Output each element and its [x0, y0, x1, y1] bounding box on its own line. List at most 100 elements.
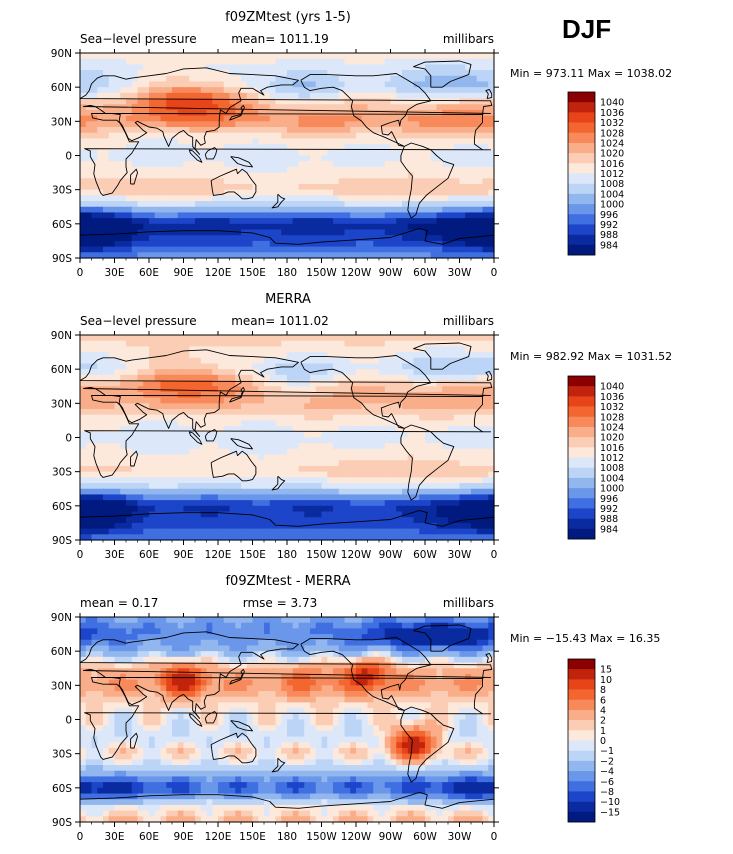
heatmap-cell [235, 454, 242, 461]
heatmap-cell [356, 346, 363, 353]
heatmap-cell [338, 195, 346, 202]
heatmap-cell [252, 178, 259, 185]
heatmap-cell [177, 166, 185, 174]
heatmap-cell [361, 483, 369, 490]
heatmap-cell [160, 195, 167, 202]
heatmap-cell [448, 426, 455, 433]
heatmap-cell [177, 443, 185, 450]
heatmap-cell [85, 346, 93, 353]
heatmap-cell [344, 58, 351, 65]
heatmap-cell [327, 391, 334, 399]
heatmap-cell [344, 460, 351, 467]
heatmap-cell [350, 454, 357, 461]
heatmap-cell [361, 414, 369, 422]
heatmap-cell [298, 252, 305, 259]
heatmap-cell [80, 70, 87, 77]
heatmap-cell [425, 64, 432, 71]
heatmap-cell [361, 132, 369, 140]
heatmap-cell [344, 252, 351, 259]
heatmap-cell [425, 223, 432, 231]
heatmap-cell [114, 380, 121, 387]
heatmap-cell [333, 212, 340, 219]
heatmap-cell [373, 335, 380, 342]
heatmap-cell [229, 223, 236, 231]
heatmap-cell [482, 471, 489, 478]
heatmap-cell [189, 340, 196, 347]
heatmap-cell [183, 471, 190, 478]
heatmap-cell [80, 386, 87, 393]
heatmap-cell [160, 161, 167, 168]
heatmap-cell [212, 183, 219, 191]
heatmap-cell [298, 218, 305, 225]
heatmap-cell [304, 252, 311, 259]
heatmap-cell [137, 426, 144, 433]
heatmap-cell [379, 58, 386, 65]
heatmap-cell [287, 138, 294, 145]
heatmap-cell [166, 374, 173, 382]
heatmap-cell [218, 218, 225, 225]
heatmap-cell [108, 335, 116, 342]
heatmap-cell [453, 500, 461, 507]
heatmap-cell [373, 246, 380, 253]
heatmap-cell [252, 201, 259, 208]
heatmap-cell [212, 75, 219, 83]
heatmap-cell [108, 218, 116, 225]
heatmap-cell [402, 132, 409, 140]
heatmap-cell [200, 374, 208, 382]
heatmap-cell [120, 505, 127, 513]
heatmap-cell [471, 431, 478, 439]
heatmap-cell [97, 357, 104, 365]
heatmap-cell [367, 477, 374, 484]
heatmap-cell [223, 346, 231, 353]
heatmap-cell [448, 92, 455, 100]
heatmap-cell [212, 363, 219, 370]
heatmap-cell [338, 397, 346, 404]
heatmap-cell [154, 471, 162, 478]
heatmap-cell [321, 465, 328, 473]
heatmap-cell [160, 386, 167, 393]
heatmap-cell [315, 340, 323, 347]
heatmap-cell [154, 483, 162, 490]
heatmap-cell [373, 500, 380, 507]
heatmap-cell [223, 92, 231, 100]
heatmap-cell [114, 477, 121, 484]
heatmap-cell [407, 448, 415, 456]
heatmap-cell [183, 340, 190, 347]
heatmap-cell [223, 374, 231, 382]
heatmap-cell [252, 374, 259, 382]
heatmap-cell [177, 414, 185, 422]
heatmap-cell [442, 431, 449, 439]
heatmap-cell [172, 374, 179, 382]
heatmap-cell [189, 465, 196, 473]
heatmap-cell [350, 420, 357, 427]
heatmap-cell [258, 218, 265, 225]
heatmap-cell [396, 58, 403, 65]
heatmap-cell [281, 369, 288, 376]
heatmap-cell [80, 403, 87, 410]
heatmap-cell [91, 195, 98, 202]
heatmap-cell [223, 104, 231, 111]
heatmap-cell [172, 218, 179, 225]
heatmap-cell [315, 109, 323, 117]
heatmap-cell [436, 246, 443, 253]
heatmap-cell [252, 431, 259, 439]
heatmap-cell [137, 109, 144, 117]
heatmap-cell [258, 460, 265, 467]
heatmap-cell [183, 505, 190, 513]
heatmap-cell [459, 252, 466, 259]
heatmap-cell [166, 471, 173, 478]
heatmap-cell [252, 346, 259, 353]
heatmap-cell [229, 505, 236, 513]
heatmap-cell [413, 218, 420, 225]
heatmap-cell [154, 448, 162, 456]
heatmap-cell [292, 505, 300, 513]
heatmap-cell [246, 380, 254, 387]
heatmap-cell [235, 483, 242, 490]
heatmap-cell [407, 420, 415, 427]
heatmap-cell [143, 246, 150, 253]
heatmap-cell [246, 235, 254, 242]
heatmap-cell [476, 240, 484, 248]
heatmap-cell [200, 240, 208, 248]
heatmap-cell [344, 235, 351, 242]
heatmap-cell [154, 426, 162, 433]
